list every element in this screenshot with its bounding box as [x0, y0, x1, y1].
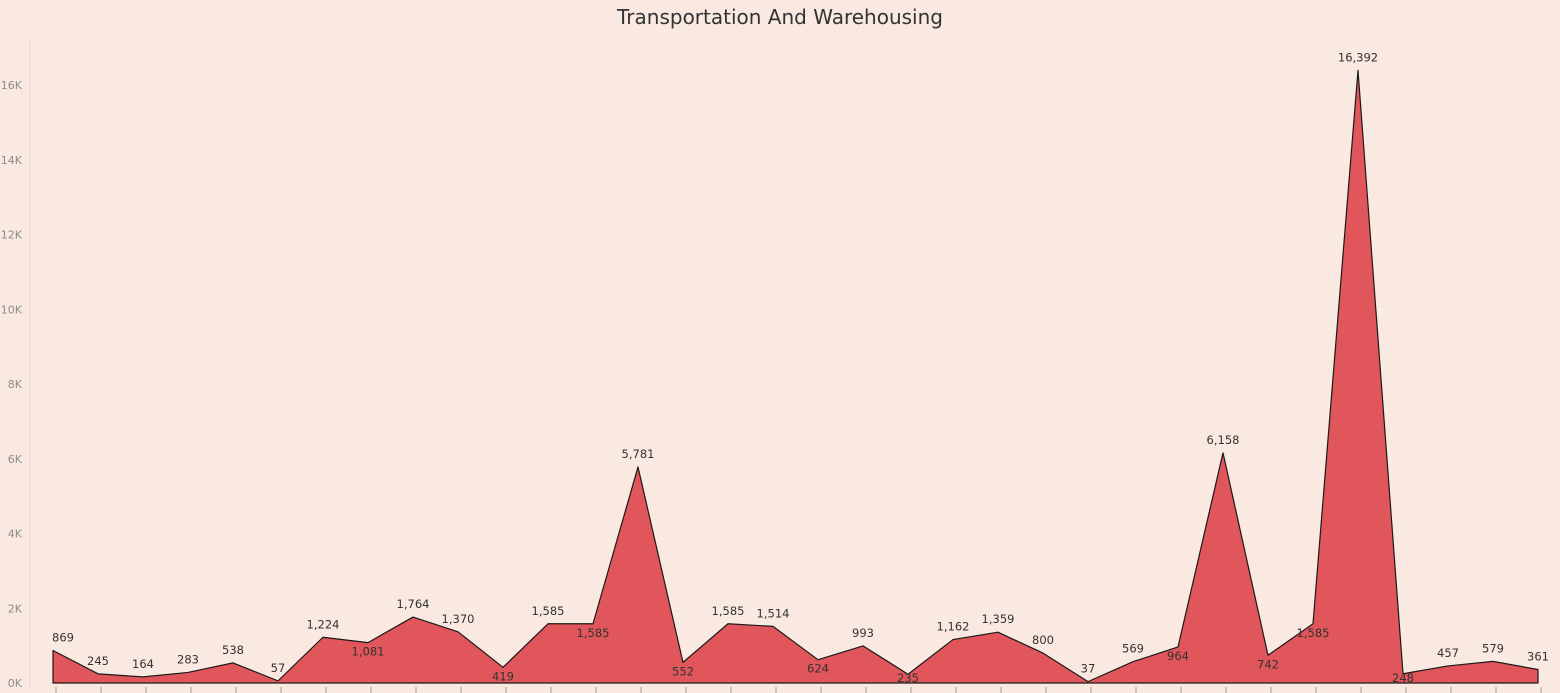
data-label: 1,585 [532, 604, 565, 618]
data-label: 1,585 [1297, 626, 1330, 640]
y-tick-label: 0K [8, 677, 23, 690]
data-labels: 869 245 164 283 538 57 1,224 1,081 1,764 1,370 419… [52, 50, 1549, 685]
area-series [52, 69, 1539, 684]
y-tick-label: 6K [8, 453, 23, 466]
data-label: 1,585 [577, 626, 610, 640]
data-label: 538 [222, 643, 244, 657]
data-label: 1,081 [352, 645, 385, 659]
data-label: 1,359 [982, 612, 1015, 626]
data-label: 1,224 [307, 617, 340, 631]
y-axis: 0K 2K 4K 6K 8K 10K 12K 14K 16K [1, 40, 31, 690]
data-label: 16,392 [1338, 50, 1378, 64]
data-label: 1,162 [937, 620, 970, 634]
data-label: 164 [132, 657, 154, 671]
data-label: 1,585 [712, 604, 745, 618]
data-label: 569 [1122, 642, 1144, 656]
data-label: 579 [1482, 641, 1504, 655]
y-tick-label: 14K [1, 154, 23, 167]
y-tick-label: 16K [1, 79, 23, 92]
y-tick-label: 4K [8, 528, 23, 541]
data-label: 964 [1167, 649, 1189, 663]
data-label: 5,781 [622, 447, 655, 461]
data-label: 245 [87, 654, 109, 668]
data-label: 552 [672, 664, 694, 678]
data-label: 993 [852, 626, 874, 640]
chart-title: Transportation And Warehousing [617, 5, 943, 29]
y-tick-label: 2K [8, 602, 23, 615]
area-fill [52, 69, 1539, 684]
data-label: 1,764 [397, 597, 430, 611]
data-label: 624 [807, 662, 829, 676]
data-label: 235 [897, 671, 919, 685]
data-label: 361 [1527, 650, 1549, 664]
y-tick-label: 10K [1, 303, 23, 316]
data-label: 419 [492, 669, 514, 683]
x-axis-ticks [55, 687, 1542, 693]
data-label: 742 [1257, 657, 1279, 671]
data-label: 248 [1392, 671, 1414, 685]
data-label: 57 [271, 661, 286, 675]
data-label: 37 [1081, 662, 1096, 676]
data-label: 6,158 [1207, 433, 1240, 447]
data-label: 869 [52, 631, 74, 645]
data-label: 1,514 [757, 606, 790, 620]
y-tick-label: 8K [8, 378, 23, 391]
data-label: 283 [177, 652, 199, 666]
data-label: 1,370 [442, 612, 475, 626]
data-label: 800 [1032, 633, 1054, 647]
y-tick-label: 12K [1, 229, 23, 242]
data-label: 457 [1437, 646, 1459, 660]
grid-layer [30, 84, 1560, 609]
